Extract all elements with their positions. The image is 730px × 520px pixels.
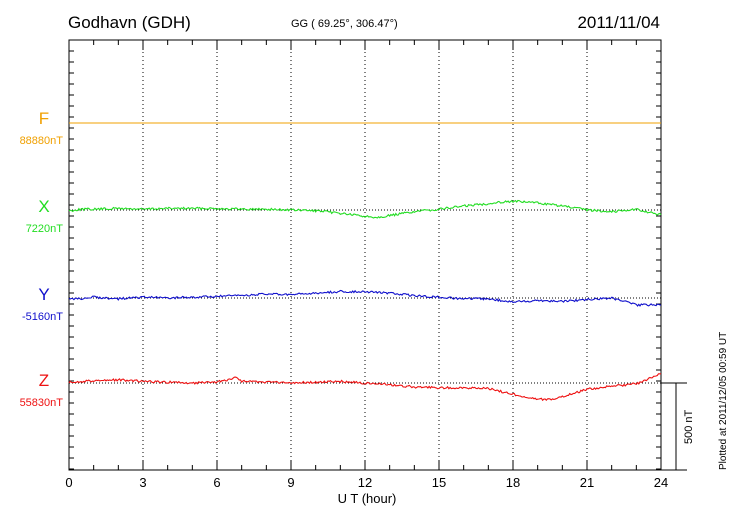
baseline-value-x: 7220nT [26,223,64,235]
trace-x [68,199,662,219]
x-tick-label: 21 [580,475,594,490]
x-tick-label: 9 [287,475,294,490]
x-tick-label: 0 [65,475,72,490]
baseline-value-f: 88880nT [20,135,64,147]
series-name-f: F [39,109,49,128]
x-tick-label: 3 [139,475,146,490]
series-name-y: Y [38,285,49,304]
x-tick-label: 15 [432,475,446,490]
baseline-value-z: 55830nT [20,397,64,409]
baseline-value-y: -5160nT [22,311,63,323]
x-tick-label: 24 [654,475,668,490]
plotted-note: Plotted at 2011/12/05 00:59 UT [718,332,729,470]
scale-bar-label: 500 nT [683,409,695,444]
series-name-x: X [38,197,49,216]
x-tick-label: 12 [358,475,372,490]
date-label: 2011/11/04 [577,13,660,32]
plot-area: 0 3 6 9 12 15 18 21 24 F 88880nT X 7220nT Y -5160nT Z 55… [20,39,695,490]
station-title: Godhavn (GDH) [68,13,191,32]
x-tick-label: 18 [506,475,520,490]
x-tick-label: 6 [213,475,220,490]
trace-z [68,373,661,402]
series-name-z: Z [39,371,49,390]
x-axis-label: U T (hour) [338,491,397,506]
trace-y [68,289,662,307]
coordinates-label: GG ( 69.25°, 306.47°) [291,18,398,30]
